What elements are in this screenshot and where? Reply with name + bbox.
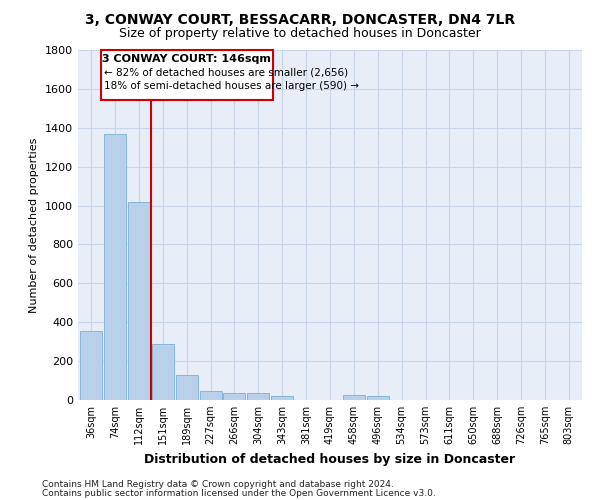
- Bar: [367, 396, 389, 400]
- Text: Contains public sector information licensed under the Open Government Licence v3: Contains public sector information licen…: [42, 488, 436, 498]
- Text: Contains HM Land Registry data © Crown copyright and database right 2024.: Contains HM Land Registry data © Crown c…: [42, 480, 394, 489]
- Text: Size of property relative to detached houses in Doncaster: Size of property relative to detached ho…: [119, 28, 481, 40]
- Bar: [128, 202, 150, 400]
- FancyBboxPatch shape: [101, 50, 272, 100]
- Bar: [200, 391, 221, 400]
- Text: 18% of semi-detached houses are larger (590) →: 18% of semi-detached houses are larger (…: [104, 81, 359, 91]
- Text: ← 82% of detached houses are smaller (2,656): ← 82% of detached houses are smaller (2,…: [104, 68, 347, 78]
- Bar: [152, 344, 174, 400]
- Y-axis label: Number of detached properties: Number of detached properties: [29, 138, 40, 312]
- Bar: [247, 393, 269, 400]
- Text: 3, CONWAY COURT, BESSACARR, DONCASTER, DN4 7LR: 3, CONWAY COURT, BESSACARR, DONCASTER, D…: [85, 12, 515, 26]
- Bar: [271, 396, 293, 400]
- Bar: [104, 134, 126, 400]
- Bar: [343, 395, 365, 400]
- Text: 3 CONWAY COURT: 146sqm: 3 CONWAY COURT: 146sqm: [103, 54, 271, 64]
- Bar: [176, 374, 197, 400]
- Bar: [80, 331, 102, 400]
- X-axis label: Distribution of detached houses by size in Doncaster: Distribution of detached houses by size …: [145, 452, 515, 466]
- Bar: [223, 393, 245, 400]
